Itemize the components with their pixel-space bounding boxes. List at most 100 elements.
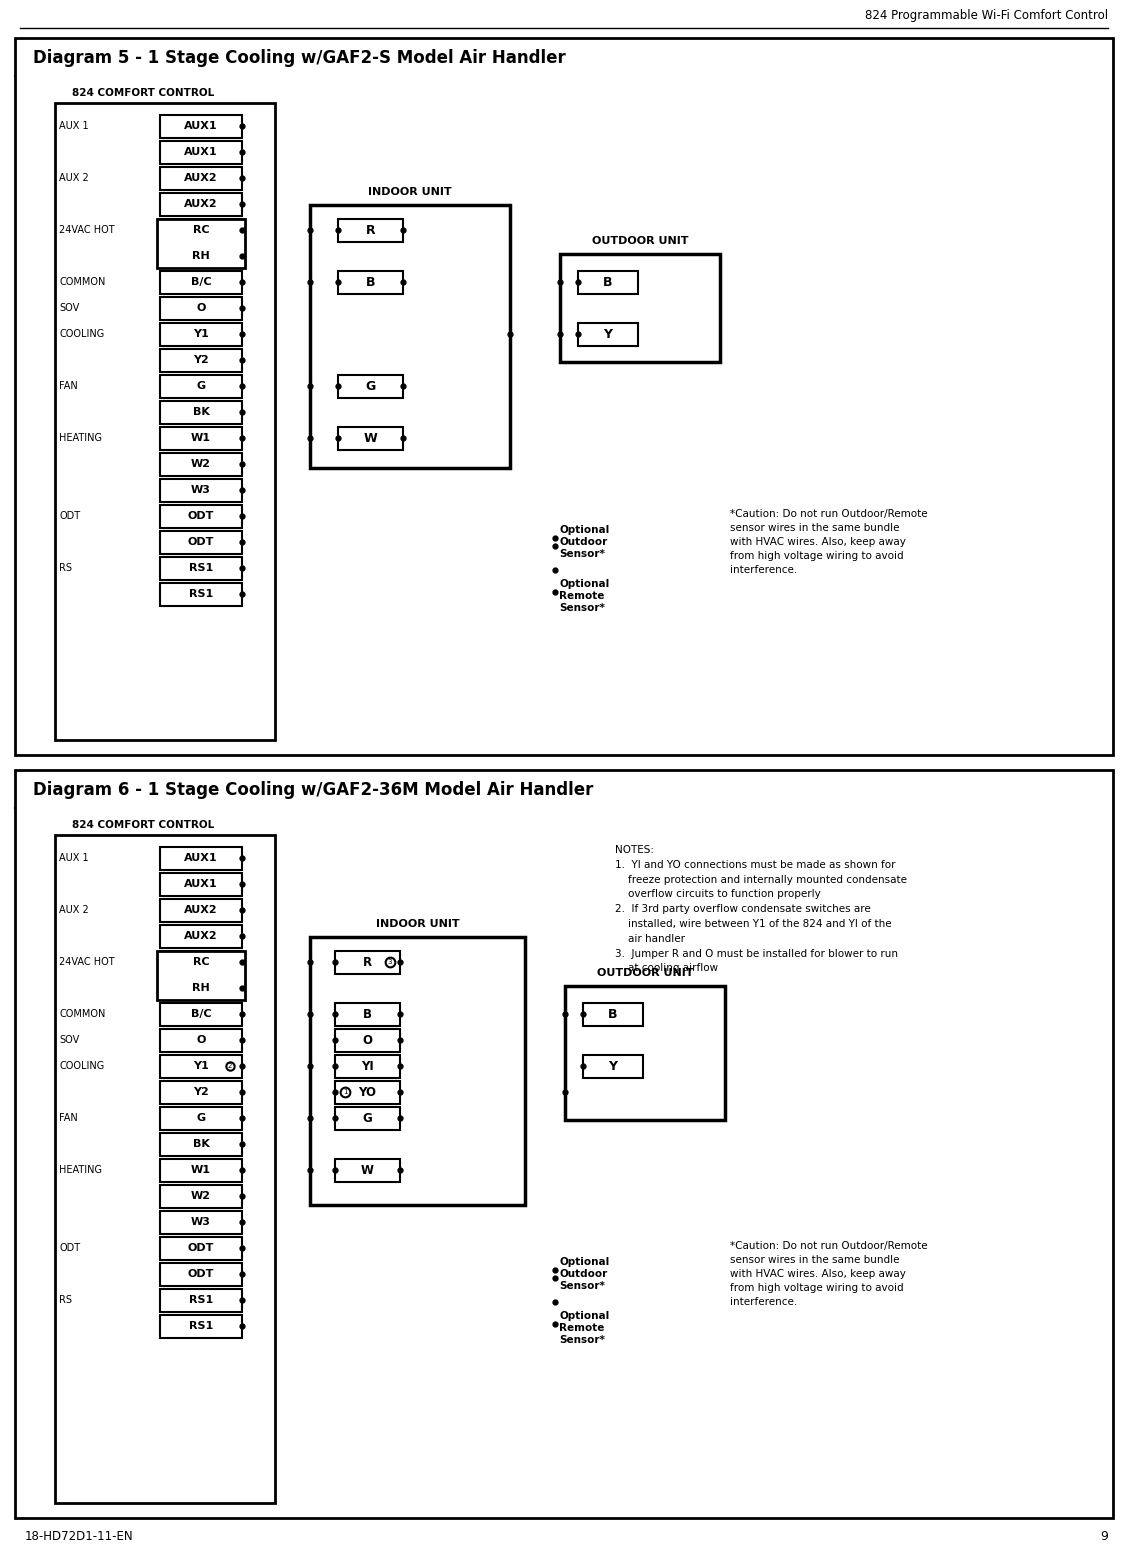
- Text: 24VAC HOT: 24VAC HOT: [59, 957, 115, 968]
- Text: B/C: B/C: [191, 277, 211, 286]
- Bar: [335, 1081, 400, 1104]
- Text: W2: W2: [191, 1190, 211, 1201]
- Text: INDOOR UNIT: INDOOR UNIT: [368, 187, 452, 197]
- Bar: [338, 218, 403, 241]
- Text: RH: RH: [192, 983, 210, 992]
- Bar: [338, 427, 403, 449]
- Text: 24VAC HOT: 24VAC HOT: [59, 224, 115, 235]
- Bar: [160, 505, 243, 528]
- Text: AUX2: AUX2: [184, 200, 218, 209]
- Text: Diagram 5 - 1 Stage Cooling w/GAF2-S Model Air Handler: Diagram 5 - 1 Stage Cooling w/GAF2-S Mod…: [33, 50, 566, 67]
- Bar: [160, 977, 243, 1000]
- Bar: [160, 167, 243, 189]
- Bar: [15, 39, 1113, 755]
- Text: INDOOR UNIT: INDOOR UNIT: [376, 920, 459, 929]
- Text: W: W: [361, 1164, 374, 1176]
- Text: G: G: [362, 1111, 372, 1124]
- Text: COMMON: COMMON: [59, 277, 105, 286]
- Bar: [160, 1107, 243, 1130]
- Bar: [335, 950, 400, 974]
- Text: AUX 1: AUX 1: [59, 121, 89, 132]
- Text: COOLING: COOLING: [59, 330, 104, 339]
- Bar: [160, 1288, 243, 1311]
- Text: RC: RC: [193, 957, 210, 968]
- Text: 2: 2: [228, 1063, 232, 1070]
- Bar: [559, 254, 720, 362]
- Text: AUX 1: AUX 1: [59, 853, 89, 862]
- Text: AUX1: AUX1: [184, 121, 218, 132]
- Bar: [583, 1003, 643, 1025]
- Text: 1: 1: [343, 1088, 347, 1094]
- Text: COOLING: COOLING: [59, 1060, 104, 1071]
- Text: W3: W3: [191, 1217, 211, 1228]
- Text: B: B: [365, 276, 376, 288]
- Text: RS: RS: [59, 563, 72, 573]
- Text: OUTDOOR UNIT: OUTDOOR UNIT: [597, 968, 694, 978]
- Text: W2: W2: [191, 460, 211, 469]
- Text: O: O: [196, 1036, 205, 1045]
- Text: 18-HD72D1-11-EN: 18-HD72D1-11-EN: [25, 1529, 133, 1542]
- Text: AUX1: AUX1: [184, 853, 218, 862]
- Text: B/C: B/C: [191, 1009, 211, 1019]
- Text: ODT: ODT: [188, 1243, 214, 1252]
- Bar: [335, 1107, 400, 1130]
- Bar: [160, 847, 243, 870]
- Text: 824 COMFORT CONTROL: 824 COMFORT CONTROL: [72, 88, 214, 98]
- Text: 3: 3: [388, 960, 393, 964]
- Text: NOTES:
1.  YI and YO connections must be made as shown for
    freeze protection: NOTES: 1. YI and YO connections must be …: [615, 845, 907, 974]
- Text: R: R: [365, 223, 376, 237]
- Text: W3: W3: [191, 485, 211, 495]
- Bar: [160, 478, 243, 502]
- Bar: [160, 141, 243, 164]
- Text: FAN: FAN: [59, 381, 78, 392]
- Text: AUX1: AUX1: [184, 879, 218, 889]
- Text: YO: YO: [359, 1085, 377, 1099]
- Text: AUX2: AUX2: [184, 906, 218, 915]
- Bar: [15, 769, 1113, 1519]
- Text: ODT: ODT: [188, 1269, 214, 1279]
- Text: RS1: RS1: [188, 1320, 213, 1331]
- Bar: [160, 1184, 243, 1207]
- Text: 9: 9: [1100, 1529, 1108, 1542]
- Bar: [160, 1054, 243, 1077]
- Text: Y: Y: [608, 1059, 617, 1073]
- Bar: [160, 1133, 243, 1155]
- Bar: [160, 115, 243, 138]
- Bar: [338, 375, 403, 398]
- Text: 824 COMFORT CONTROL: 824 COMFORT CONTROL: [72, 820, 214, 830]
- Bar: [578, 271, 638, 294]
- Bar: [160, 452, 243, 475]
- Bar: [160, 1211, 243, 1234]
- Bar: [578, 322, 638, 345]
- Bar: [160, 427, 243, 449]
- Bar: [335, 1054, 400, 1077]
- Bar: [338, 271, 403, 294]
- Text: RH: RH: [192, 251, 210, 262]
- Text: O: O: [196, 303, 205, 313]
- Text: Y: Y: [603, 328, 613, 341]
- Bar: [160, 1263, 243, 1285]
- Text: ODT: ODT: [188, 537, 214, 546]
- Text: G: G: [196, 1113, 205, 1122]
- Text: AUX2: AUX2: [184, 173, 218, 183]
- Bar: [157, 950, 245, 1000]
- Text: Optional
Outdoor
Sensor*: Optional Outdoor Sensor*: [559, 1257, 609, 1291]
- Text: Optional
Remote
Sensor*: Optional Remote Sensor*: [559, 1311, 609, 1345]
- Bar: [160, 950, 243, 974]
- Bar: [160, 582, 243, 605]
- Bar: [335, 1003, 400, 1025]
- Text: COMMON: COMMON: [59, 1009, 105, 1019]
- Text: Y2: Y2: [193, 1087, 209, 1098]
- Text: B: B: [603, 276, 613, 288]
- Text: ODT: ODT: [59, 1243, 80, 1252]
- Text: AUX 2: AUX 2: [59, 173, 89, 183]
- Text: Diagram 6 - 1 Stage Cooling w/GAF2-36M Model Air Handler: Diagram 6 - 1 Stage Cooling w/GAF2-36M M…: [33, 782, 593, 799]
- Bar: [160, 924, 243, 947]
- Bar: [160, 1003, 243, 1025]
- Bar: [157, 218, 245, 268]
- Bar: [160, 898, 243, 921]
- Text: O: O: [362, 1034, 372, 1046]
- Bar: [160, 556, 243, 579]
- Bar: [160, 873, 243, 895]
- Bar: [55, 104, 275, 740]
